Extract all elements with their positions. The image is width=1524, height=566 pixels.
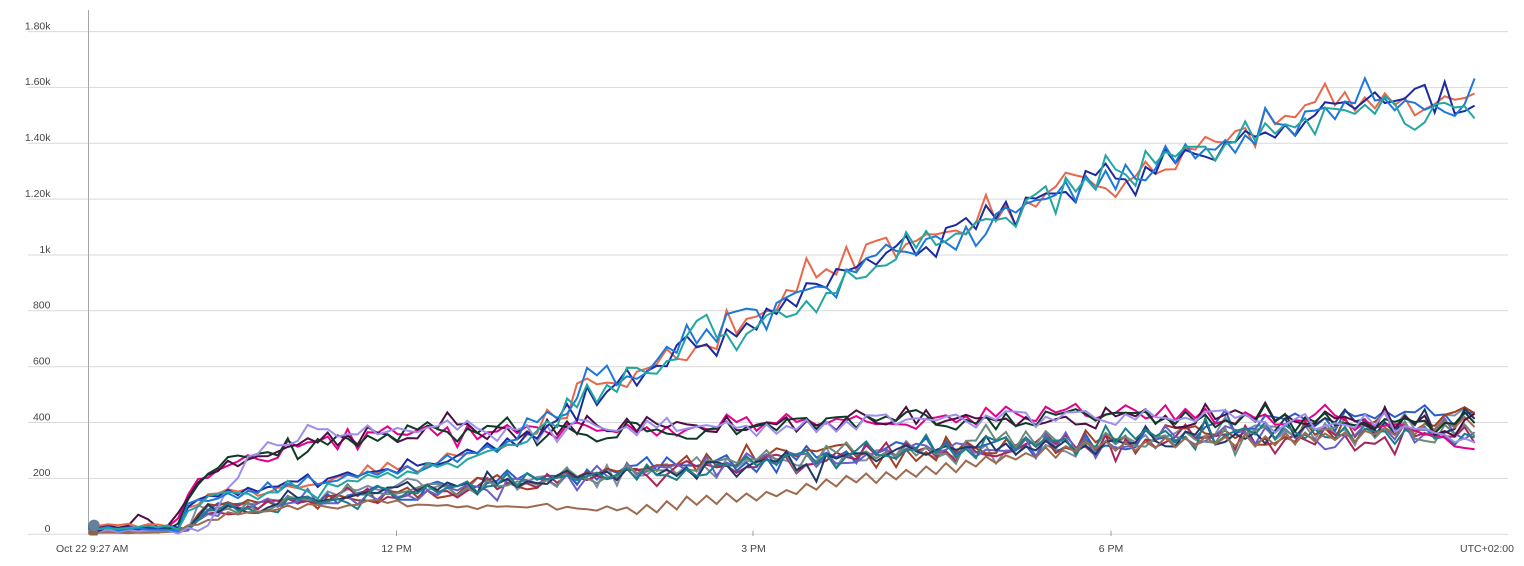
svg-text:3 PM: 3 PM [741, 543, 766, 555]
svg-text:1k: 1k [39, 244, 51, 256]
svg-text:200: 200 [33, 467, 51, 479]
svg-text:12 PM: 12 PM [381, 543, 411, 555]
svg-text:1.60k: 1.60k [25, 76, 51, 88]
svg-text:400: 400 [33, 411, 51, 423]
svg-text:6 PM: 6 PM [1099, 543, 1124, 555]
svg-text:1.80k: 1.80k [25, 20, 51, 32]
svg-text:UTC+02:00: UTC+02:00 [1460, 543, 1514, 555]
svg-text:0: 0 [45, 523, 51, 535]
svg-text:Oct 22 9:27 AM: Oct 22 9:27 AM [56, 543, 128, 555]
svg-text:800: 800 [33, 300, 51, 312]
svg-text:1.20k: 1.20k [25, 188, 51, 200]
svg-text:1.40k: 1.40k [25, 132, 51, 144]
svg-text:600: 600 [33, 356, 51, 368]
